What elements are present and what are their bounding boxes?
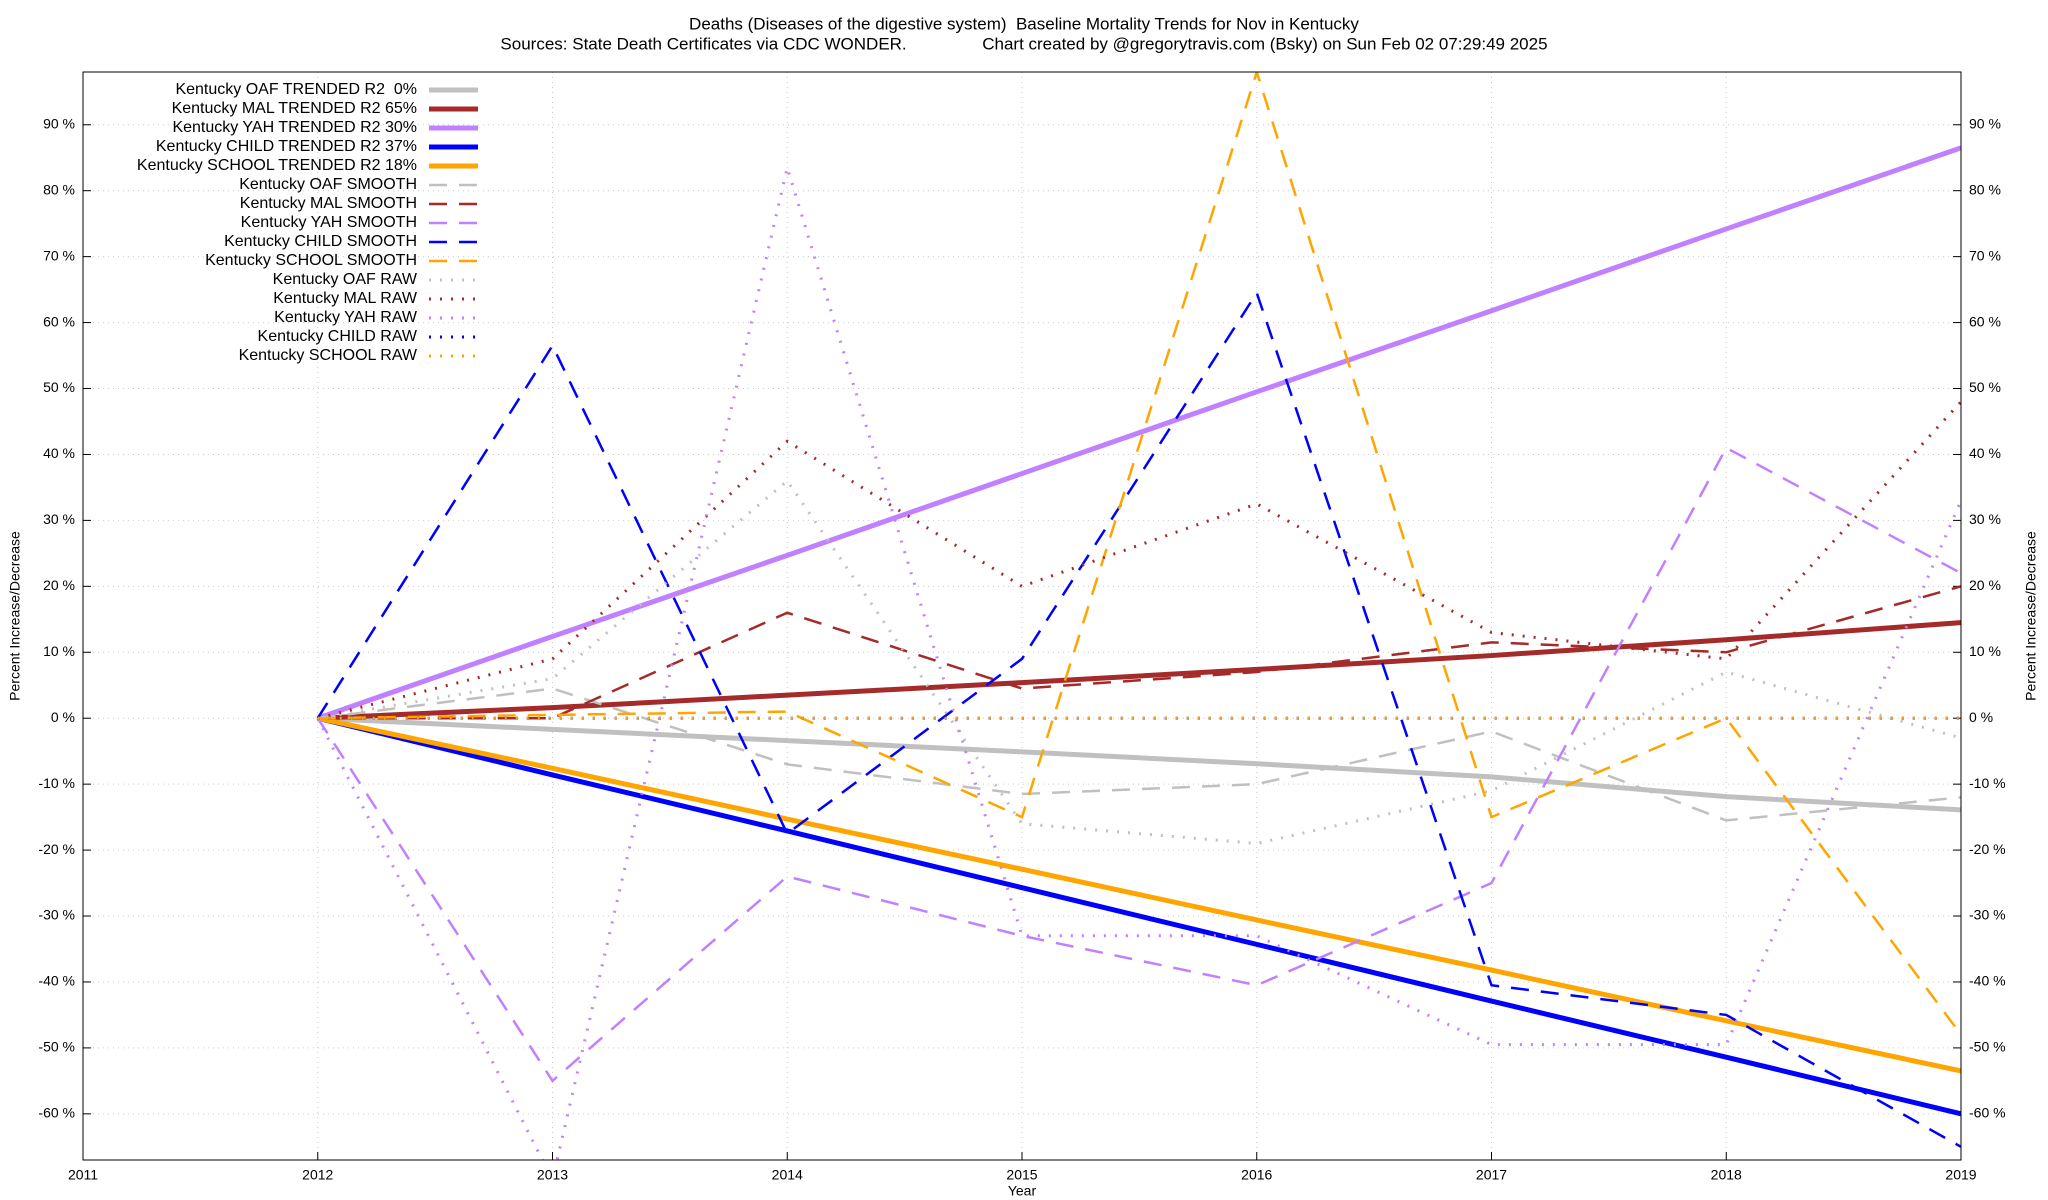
- legend-label: Kentucky SCHOOL TRENDED R2 18%: [137, 157, 417, 174]
- y-tick-label: -60 %: [38, 1105, 75, 1121]
- legend-label: Kentucky OAF RAW: [273, 271, 418, 288]
- y2-tick-label: 30 %: [1969, 511, 2001, 527]
- y-tick-label: 0 %: [51, 709, 75, 725]
- x-tick-label: 2018: [1711, 1167, 1742, 1183]
- y-tick-label: 30 %: [43, 511, 75, 527]
- y2-tick-label: -50 %: [1969, 1039, 2006, 1055]
- y-tick-label: 50 %: [43, 379, 75, 395]
- x-tick-label: 2014: [772, 1167, 803, 1183]
- chart-title: Deaths (Diseases of the digestive system…: [689, 14, 1359, 33]
- legend-label: Kentucky YAH SMOOTH: [241, 214, 417, 231]
- y-tick-label: -50 %: [38, 1039, 75, 1055]
- legend-label: Kentucky YAH RAW: [274, 309, 418, 326]
- y2-tick-label: 20 %: [1969, 577, 2001, 593]
- legend-label: Kentucky MAL TRENDED R2 65%: [172, 100, 417, 117]
- legend-label: Kentucky CHILD SMOOTH: [224, 233, 417, 250]
- series-line: [317, 715, 1961, 1117]
- legend-label: Kentucky OAF TRENDED R2 0%: [175, 81, 417, 98]
- legend-label: Kentucky OAF SMOOTH: [239, 176, 417, 193]
- y-axis-label: Percent Increase/Decrease: [7, 531, 23, 701]
- series-line: [316, 446, 1961, 1083]
- y-tick-label: -10 %: [38, 775, 75, 791]
- y2-tick-label: 80 %: [1969, 181, 2001, 197]
- y-tick-label: 60 %: [43, 313, 75, 329]
- y2-tick-label: 70 %: [1969, 247, 2001, 263]
- y-tick-label: -30 %: [38, 907, 75, 923]
- legend-label: Kentucky SCHOOL SMOOTH: [205, 252, 417, 269]
- y2-tick-label: 40 %: [1969, 445, 2001, 461]
- x-tick-label: 2011: [68, 1167, 98, 1183]
- legend-label: Kentucky CHILD RAW: [258, 328, 418, 345]
- series-line: [316, 145, 1961, 721]
- y2-tick-label: 0 %: [1969, 709, 1993, 725]
- y-tick-label: -20 %: [38, 841, 75, 857]
- y-tick-label: -40 %: [38, 973, 75, 989]
- x-tick-label: 2012: [302, 1167, 333, 1183]
- plot-frame: [82, 71, 1962, 1161]
- series-line: [317, 72, 1961, 1036]
- x-tick-label: 2013: [537, 1167, 568, 1183]
- y2-tick-label: -30 %: [1969, 907, 2006, 923]
- legend-label: Kentucky YAH TRENDED R2 30%: [172, 119, 417, 136]
- series-line: [317, 585, 1961, 720]
- legend: Kentucky OAF TRENDED R2 0% Kentucky MAL T…: [137, 81, 478, 364]
- y2-tick-label: 60 %: [1969, 313, 2001, 329]
- series-line: [317, 400, 1961, 720]
- series-line: [317, 478, 1961, 846]
- y-tick-label: 80 %: [43, 181, 75, 197]
- y-tick-label: 20 %: [43, 577, 75, 593]
- y-tick-label: 70 %: [43, 247, 75, 263]
- x-axis-label: Year: [1008, 1183, 1037, 1199]
- legend-label: Kentucky SCHOOL RAW: [239, 347, 418, 364]
- y2-tick-label: -10 %: [1969, 775, 2006, 791]
- x-tick-label: 2019: [1945, 1167, 1976, 1183]
- legend-label: Kentucky MAL SMOOTH: [240, 195, 417, 212]
- y-tick-label: 90 %: [43, 115, 75, 131]
- chart-subtitle: Sources: State Death Certificates via CD…: [500, 34, 1547, 53]
- legend-label: Kentucky CHILD TRENDED R2 37%: [156, 138, 417, 155]
- series-line: [317, 620, 1961, 721]
- plot-area: [316, 72, 1961, 1160]
- series-line: [317, 715, 1961, 1074]
- legend-label: Kentucky MAL RAW: [273, 290, 418, 307]
- y2-tick-label: 50 %: [1969, 379, 2001, 395]
- y-tick-label: 10 %: [43, 643, 75, 659]
- series-line: [317, 715, 1961, 813]
- y2-tick-label: 90 %: [1969, 115, 2001, 131]
- x-tick-label: 2017: [1476, 1167, 1507, 1183]
- y2-tick-label: -20 %: [1969, 841, 2006, 857]
- y2-tick-label: 10 %: [1969, 643, 2001, 659]
- x-tick-label: 2016: [1241, 1167, 1272, 1183]
- y-tick-label: 40 %: [43, 445, 75, 461]
- y2-tick-label: -40 %: [1969, 973, 2006, 989]
- y2-tick-label: -60 %: [1969, 1105, 2006, 1121]
- y2-axis-label: Percent Increase/Decrease: [2023, 531, 2039, 701]
- x-tick-label: 2015: [1006, 1167, 1037, 1183]
